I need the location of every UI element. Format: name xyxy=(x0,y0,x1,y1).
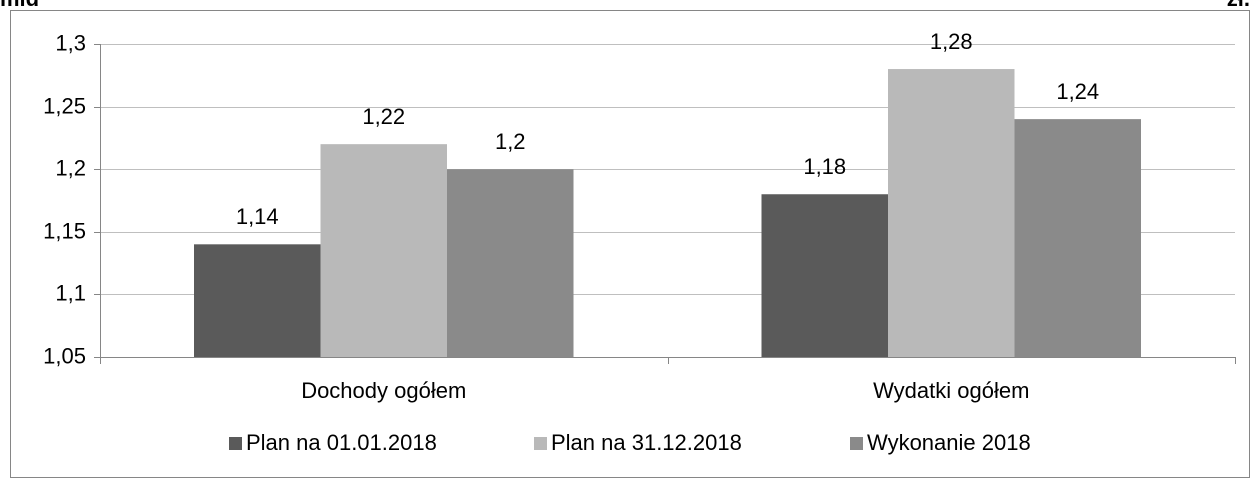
y-tick-label: 1,25 xyxy=(43,93,86,118)
bar xyxy=(194,244,321,357)
legend-label: Plan na 01.01.2018 xyxy=(246,430,437,455)
bar xyxy=(320,144,447,357)
legend-label: Wykonanie 2018 xyxy=(867,430,1031,455)
value-label: 1,14 xyxy=(236,204,279,229)
legend-label: Plan na 31.12.2018 xyxy=(551,430,742,455)
legend-swatch xyxy=(229,437,242,450)
legend-swatch xyxy=(850,437,863,450)
y-tick-label: 1,1 xyxy=(55,280,86,305)
value-label: 1,28 xyxy=(930,29,973,54)
y-tick-label: 1,2 xyxy=(55,155,86,180)
value-label: 1,18 xyxy=(803,154,846,179)
value-label: 1,22 xyxy=(362,104,405,129)
value-label: 1,24 xyxy=(1056,79,1099,104)
legend-swatch xyxy=(534,437,547,450)
y-tick-label: 1,15 xyxy=(43,218,86,243)
bar xyxy=(888,69,1015,357)
x-tick-label: Wydatki ogółem xyxy=(873,378,1029,403)
bar xyxy=(761,194,888,357)
bar xyxy=(1014,119,1141,358)
y-tick-label: 1,05 xyxy=(43,343,86,368)
annotation: zł. xyxy=(1227,0,1250,11)
x-tick-label: Dochody ogółem xyxy=(301,378,466,403)
bar xyxy=(447,169,574,357)
y-tick-label: 1,3 xyxy=(55,30,86,55)
annotation: mld xyxy=(0,0,39,11)
value-label: 1,2 xyxy=(495,129,526,154)
